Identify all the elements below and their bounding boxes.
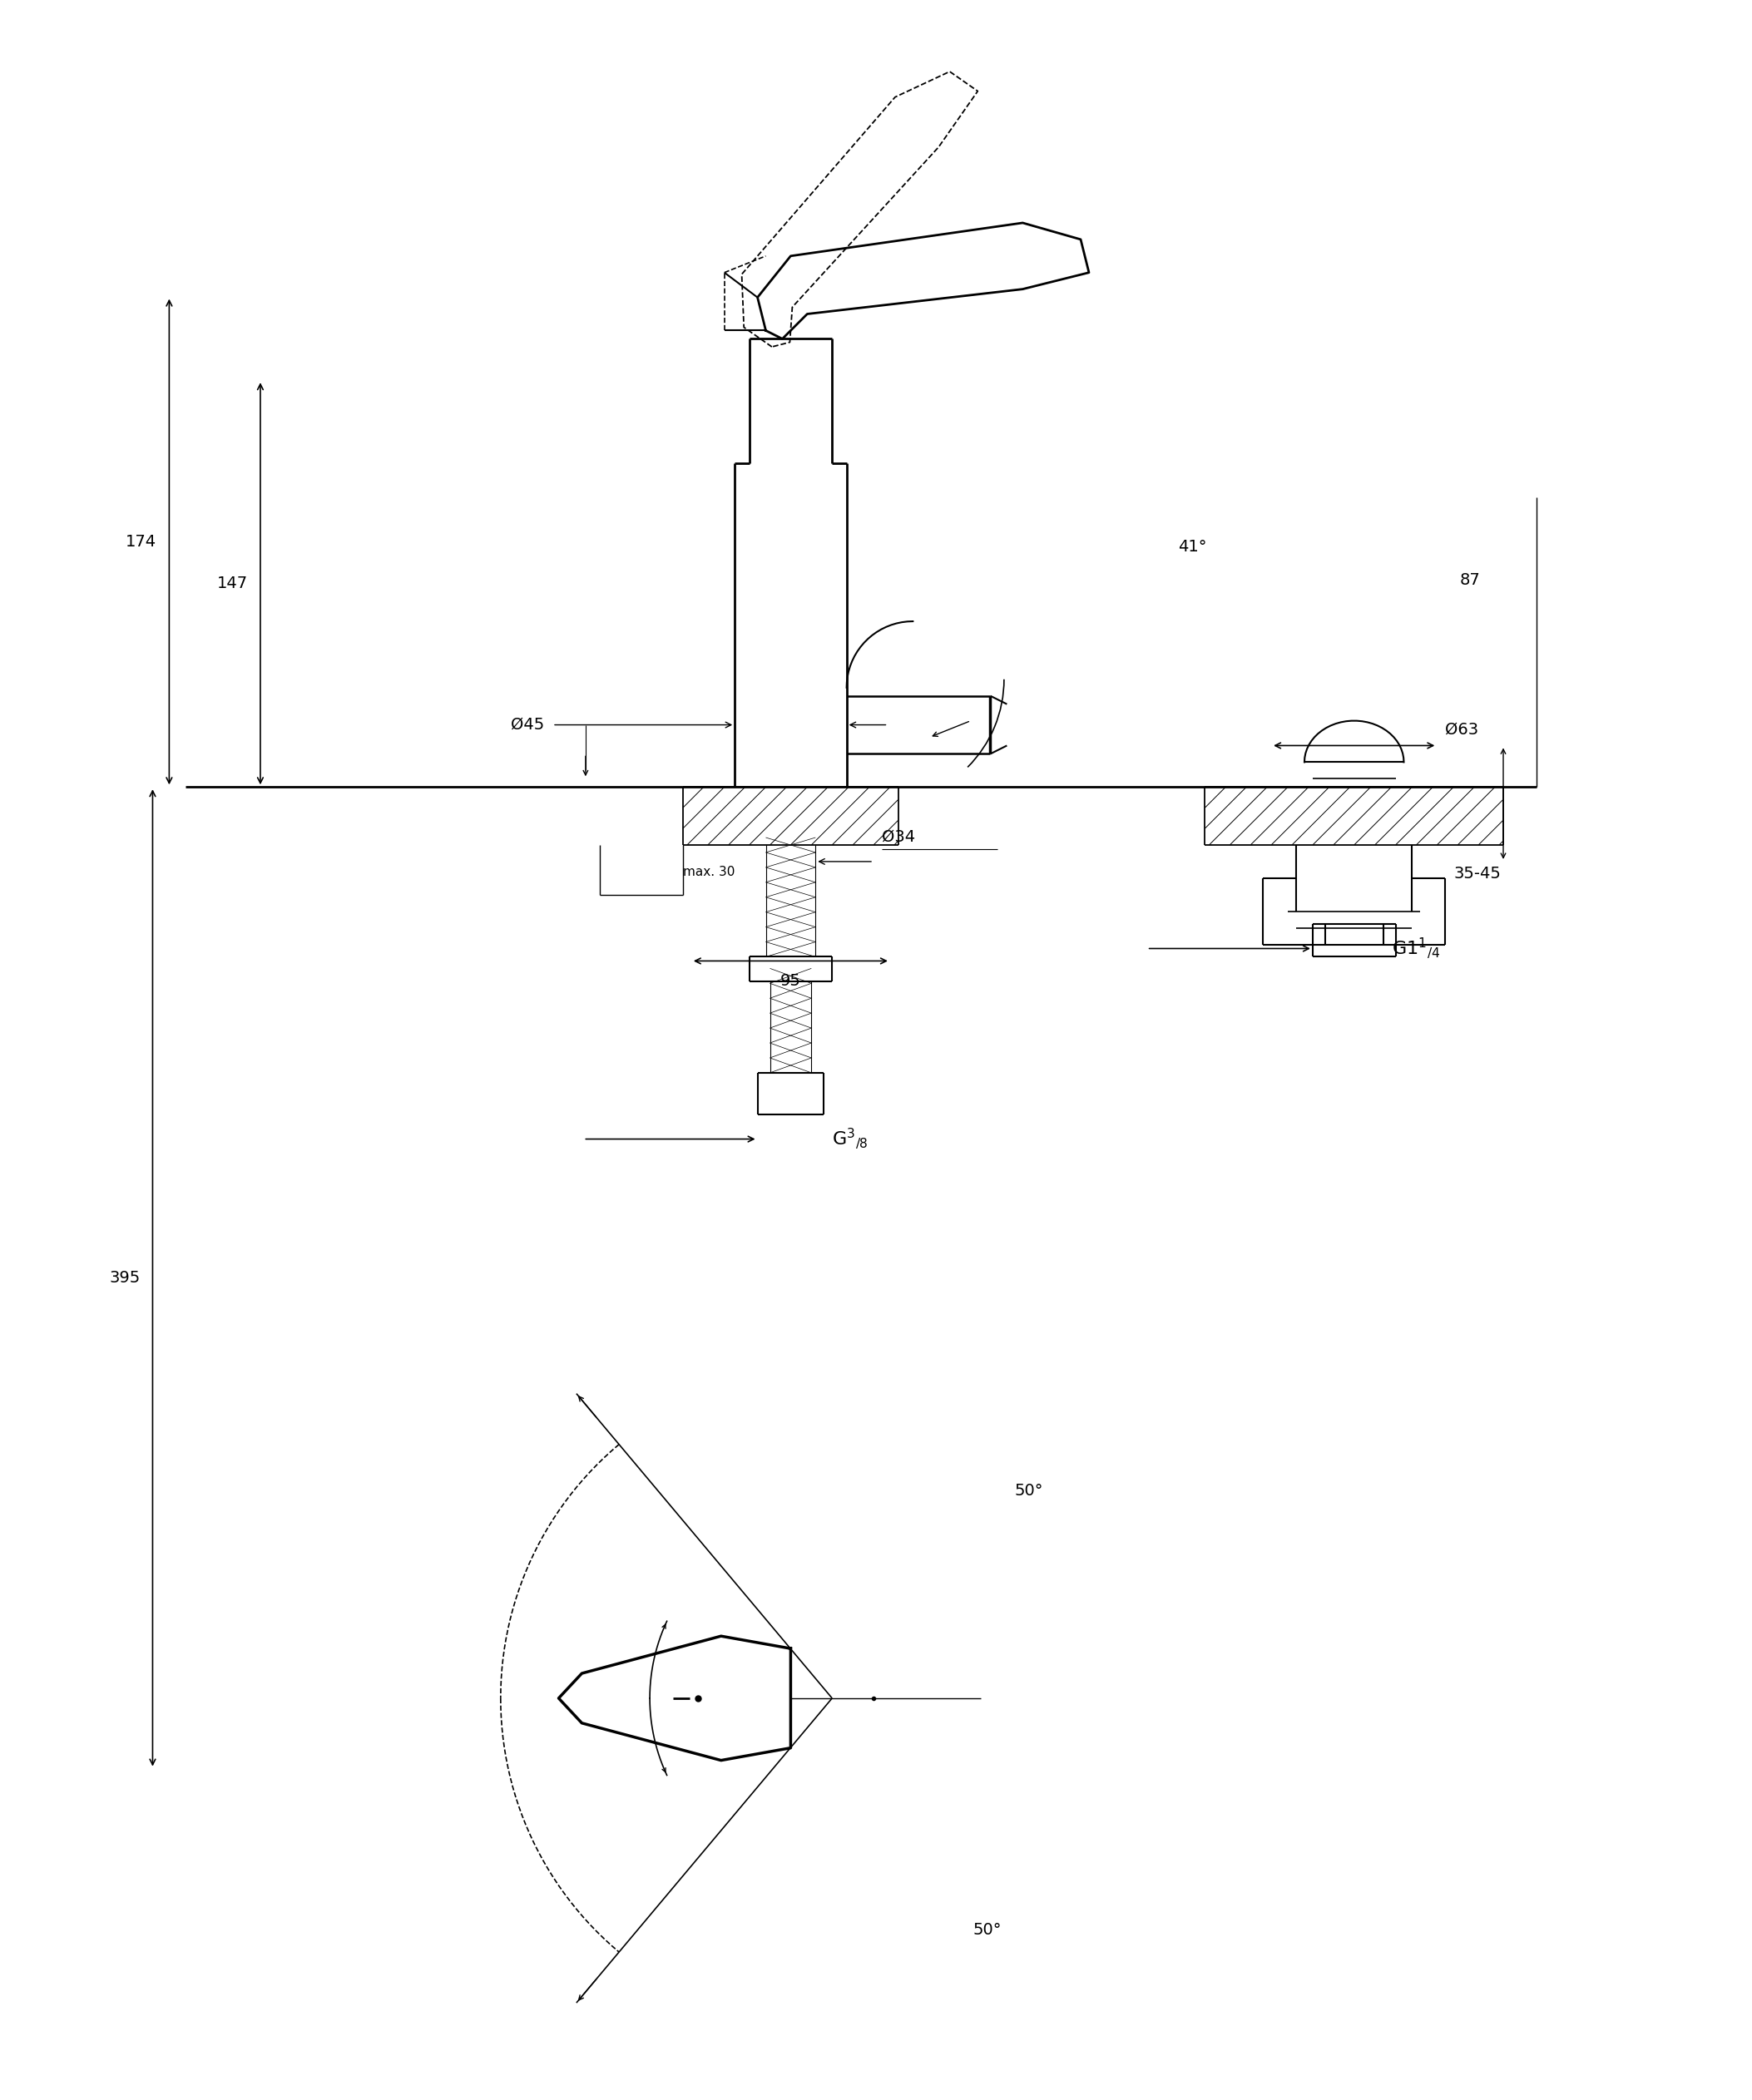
- Text: 50°: 50°: [1014, 1483, 1042, 1499]
- Text: 41°: 41°: [1177, 540, 1207, 554]
- Text: 35-45: 35-45: [1454, 865, 1501, 882]
- Text: 95: 95: [780, 974, 801, 989]
- Text: 174: 174: [126, 533, 156, 550]
- Text: 50°: 50°: [972, 1922, 1002, 1938]
- Text: G1$^{1}$$_{/4}$: G1$^{1}$$_{/4}$: [1391, 937, 1440, 960]
- Text: 147: 147: [217, 575, 249, 592]
- Text: max. 30: max. 30: [683, 865, 734, 878]
- Text: 87: 87: [1459, 571, 1480, 588]
- Text: Ø63: Ø63: [1445, 722, 1479, 737]
- Text: 395: 395: [109, 1270, 140, 1285]
- Text: G$^{3}$$_{/8}$: G$^{3}$$_{/8}$: [832, 1128, 869, 1151]
- Text: Ø34: Ø34: [881, 830, 915, 844]
- Text: Ø45: Ø45: [510, 716, 545, 733]
